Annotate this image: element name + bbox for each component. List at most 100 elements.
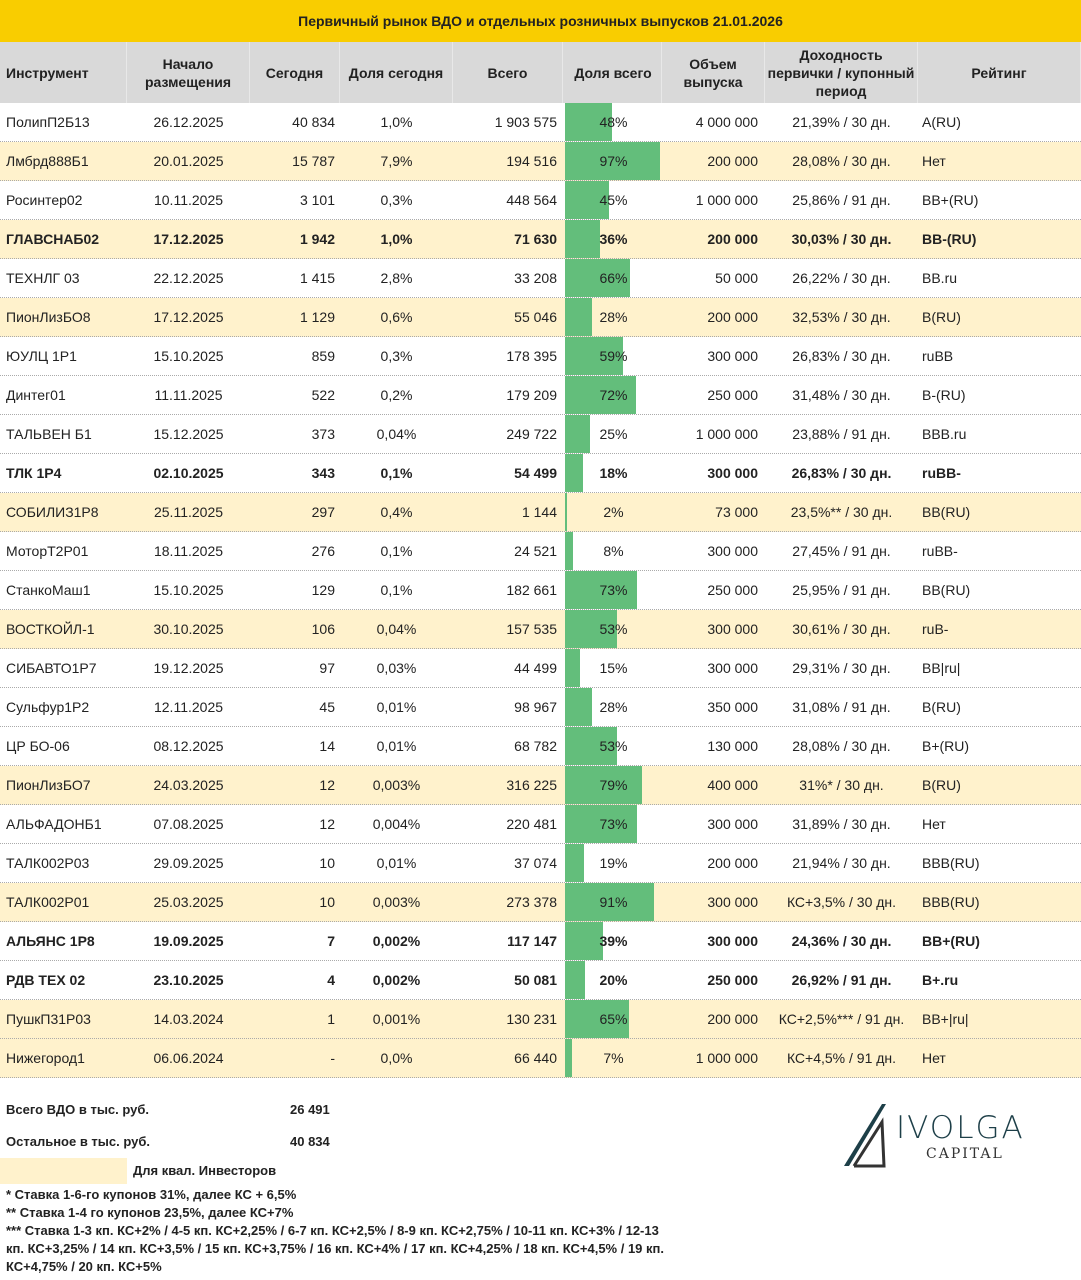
table-row: Динтег01 11.11.2025 522 0,2% 179 209 72% 250 0…	[0, 376, 1081, 415]
cell-instrument: ТЕХНЛГ 03	[6, 270, 80, 286]
cell-start-date: 14.03.2024	[153, 1011, 224, 1027]
cell-start-date: 12.11.2025	[153, 699, 224, 715]
cell-instrument: АЛЬЯНС 1Р8	[6, 933, 95, 949]
cell-rating: B+(RU)	[922, 738, 970, 754]
cell-yield: 31,08% / 91 дн.	[792, 699, 891, 715]
table-row: Лмбрд888Б1 20.01.2025 15 787 7,9% 194 516 97%…	[0, 142, 1081, 181]
cell-start-date: 19.12.2025	[153, 660, 224, 676]
cell-issue-volume: 200 000	[707, 231, 758, 247]
table-row: ТАЛК002Р03 29.09.2025 10 0,01% 37 074 19% 200 …	[0, 844, 1081, 883]
share-bar	[565, 220, 601, 258]
share-bar	[565, 883, 655, 921]
share-bar	[565, 571, 637, 609]
column-header-issue-volume: Объем выпуска	[662, 42, 765, 103]
cell-today: 1 129	[299, 309, 335, 325]
share-bar	[565, 337, 623, 375]
cell-today: 10	[319, 894, 335, 910]
cell-share-today: 0,2%	[380, 387, 413, 403]
cell-today: 3 101	[299, 192, 335, 208]
cell-rating: B(RU)	[922, 777, 961, 793]
cell-start-date: 24.03.2025	[153, 777, 224, 793]
cell-instrument: ГЛАВСНАБ02	[6, 231, 100, 247]
cell-total: 179 209	[506, 387, 557, 403]
share-bar	[565, 532, 573, 570]
cell-yield: 26,22% / 30 дн.	[792, 270, 891, 286]
cell-share-today: 0,004%	[372, 816, 421, 832]
cell-instrument: СИБАВТО1Р7	[6, 660, 97, 676]
cell-rating: BB|ru|	[922, 660, 961, 676]
cell-instrument: ЦР БО-06	[6, 738, 70, 754]
cell-start-date: 10.11.2025	[153, 192, 224, 208]
logo-subtext: CAPITAL	[926, 1146, 1004, 1162]
share-bar	[565, 649, 580, 687]
cell-total: 178 395	[506, 348, 557, 364]
cell-yield: КС+4,5% / 91 дн.	[786, 1050, 897, 1066]
cell-share-total: 59%	[599, 348, 628, 364]
cell-share-total: 72%	[599, 387, 628, 403]
cell-today: 97	[319, 660, 335, 676]
cell-yield: 26,83% / 30 дн.	[791, 465, 892, 481]
share-bar	[565, 142, 661, 180]
footnote: *** Ставка 1-3 кп. КС+2% / 4-5 кп. КС+2,…	[6, 1223, 664, 1274]
share-bar	[565, 922, 604, 960]
cell-share-today: 0,0%	[380, 1050, 413, 1066]
cell-share-total: 36%	[599, 231, 628, 247]
cell-rating: A(RU)	[922, 114, 961, 130]
cell-today: 12	[319, 777, 335, 793]
qual-legend-swatch	[0, 1158, 127, 1184]
column-header-rating: Рейтинг	[918, 42, 1081, 103]
cell-instrument: ПионЛизБО8	[6, 309, 91, 325]
cell-issue-volume: 300 000	[707, 933, 758, 949]
cell-rating: B(RU)	[922, 309, 961, 325]
cell-share-total: 18%	[599, 465, 628, 481]
cell-instrument: ПионЛизБО7	[6, 777, 91, 793]
cell-rating: BB-(RU)	[922, 231, 977, 247]
footnote: ** Ставка 1-4 го купонов 23,5%, далее КС…	[6, 1205, 294, 1220]
table-row: Сульфур1Р2 12.11.2025 45 0,01% 98 967 28% 350 …	[0, 688, 1081, 727]
cell-yield: 30,61% / 30 дн.	[792, 621, 891, 637]
cell-rating: B+.ru	[922, 972, 959, 988]
cell-yield: 30,03% / 30 дн.	[791, 231, 892, 247]
cell-issue-volume: 4 000 000	[695, 114, 758, 130]
share-bar	[565, 961, 585, 999]
cell-rating: Нет	[922, 153, 946, 169]
cell-issue-volume: 200 000	[707, 1011, 758, 1027]
cell-total: 117 147	[507, 933, 557, 949]
cell-today: 40 834	[292, 114, 335, 130]
cell-total: 24 521	[514, 543, 557, 559]
column-header-yield: Доходность первички / купонный период	[765, 42, 918, 103]
cell-today: 1 415	[299, 270, 335, 286]
cell-share-today: 0,03%	[376, 660, 417, 676]
table-row: ЦР БО-06 08.12.2025 14 0,01% 68 782 53% 130 00…	[0, 727, 1081, 766]
cell-today: 14	[319, 738, 335, 754]
cell-instrument: Нижегород1	[6, 1050, 85, 1066]
cell-share-total: 45%	[599, 192, 628, 208]
column-header-instrument: Инструмент	[0, 42, 127, 103]
cell-yield: 23,88% / 91 дн.	[792, 426, 891, 442]
table-row: ТАЛК002Р01 25.03.2025 10 0,003% 273 378 91% 30…	[0, 883, 1081, 922]
cell-today: 1	[327, 1011, 335, 1027]
cell-start-date: 26.12.2025	[153, 114, 224, 130]
cell-start-date: 19.09.2025	[153, 933, 224, 949]
cell-instrument: РДВ ТЕХ 02	[6, 972, 86, 988]
cell-instrument: ВОСТКОЙЛ-1	[6, 621, 95, 637]
cell-today: 373	[311, 426, 335, 442]
cell-today: 7	[327, 933, 335, 949]
cell-issue-volume: 200 000	[707, 855, 758, 871]
cell-instrument: ПушкП31Р03	[6, 1011, 91, 1027]
cell-instrument: ТАЛК002Р03	[6, 855, 90, 871]
cell-issue-volume: 300 000	[707, 894, 758, 910]
cell-issue-volume: 200 000	[707, 153, 758, 169]
share-bar	[565, 454, 583, 492]
logo-text: IVOLGA	[896, 1110, 1025, 1146]
qual-legend-label: Для квал. Инвесторов	[133, 1163, 277, 1178]
footnote: * Ставка 1-6-го купонов 31%, далее КС + …	[6, 1187, 297, 1202]
cell-total: 68 782	[514, 738, 557, 754]
cell-start-date: 02.10.2025	[153, 465, 224, 481]
cell-share-today: 0,01%	[376, 738, 417, 754]
cell-share-today: 0,003%	[372, 777, 421, 793]
cell-today: 522	[311, 387, 335, 403]
cell-instrument: ПолипП2Б13	[6, 114, 90, 130]
cell-instrument: ТАЛК002Р01	[6, 894, 90, 910]
share-bar	[565, 103, 613, 141]
